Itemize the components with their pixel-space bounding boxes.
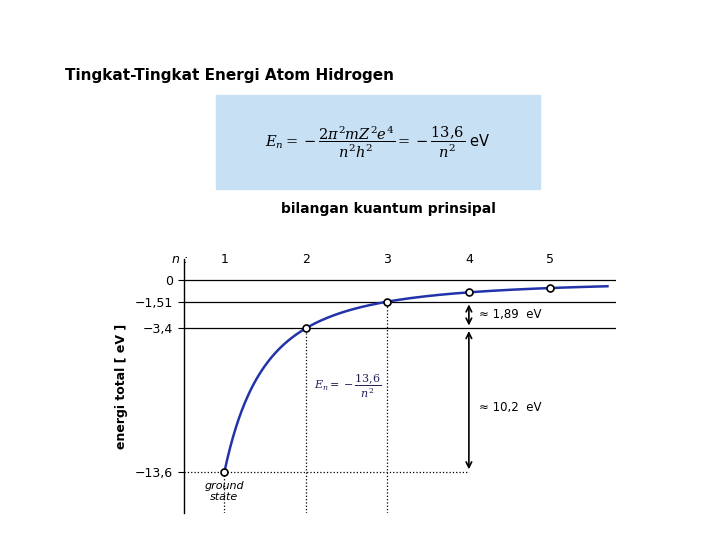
Text: n :: n : bbox=[171, 253, 188, 266]
Text: 1: 1 bbox=[220, 253, 228, 266]
Text: bilangan kuantum prinsipal: bilangan kuantum prinsipal bbox=[282, 201, 496, 215]
Text: Tingkat-Tingkat Energi Atom Hidrogen: Tingkat-Tingkat Energi Atom Hidrogen bbox=[65, 68, 394, 83]
FancyBboxPatch shape bbox=[216, 95, 540, 189]
Text: ≈ 1,89  eV: ≈ 1,89 eV bbox=[479, 308, 541, 321]
Text: $E_n = -\dfrac{13{,}6}{n^2}$: $E_n = -\dfrac{13{,}6}{n^2}$ bbox=[314, 373, 382, 400]
Text: 4: 4 bbox=[465, 253, 473, 266]
Text: 3: 3 bbox=[384, 253, 391, 266]
Text: 5: 5 bbox=[546, 253, 554, 266]
Text: $E_n = -\dfrac{2\pi^2 m Z^2 e^4}{n^2 h^2} = -\dfrac{13{,}6}{n^2}$ eV: $E_n = -\dfrac{2\pi^2 m Z^2 e^4}{n^2 h^2… bbox=[265, 125, 491, 160]
Text: ≈ 10,2  eV: ≈ 10,2 eV bbox=[479, 401, 541, 414]
Text: 2: 2 bbox=[302, 253, 310, 266]
Text: Model Atom Bohr: Model Atom Bohr bbox=[317, 16, 465, 30]
Text: ground
state: ground state bbox=[204, 481, 244, 502]
Y-axis label: energi total [ eV ]: energi total [ eV ] bbox=[115, 323, 128, 449]
Text: Perkembangan Konsep Atom,: Perkembangan Konsep Atom, bbox=[9, 11, 403, 35]
